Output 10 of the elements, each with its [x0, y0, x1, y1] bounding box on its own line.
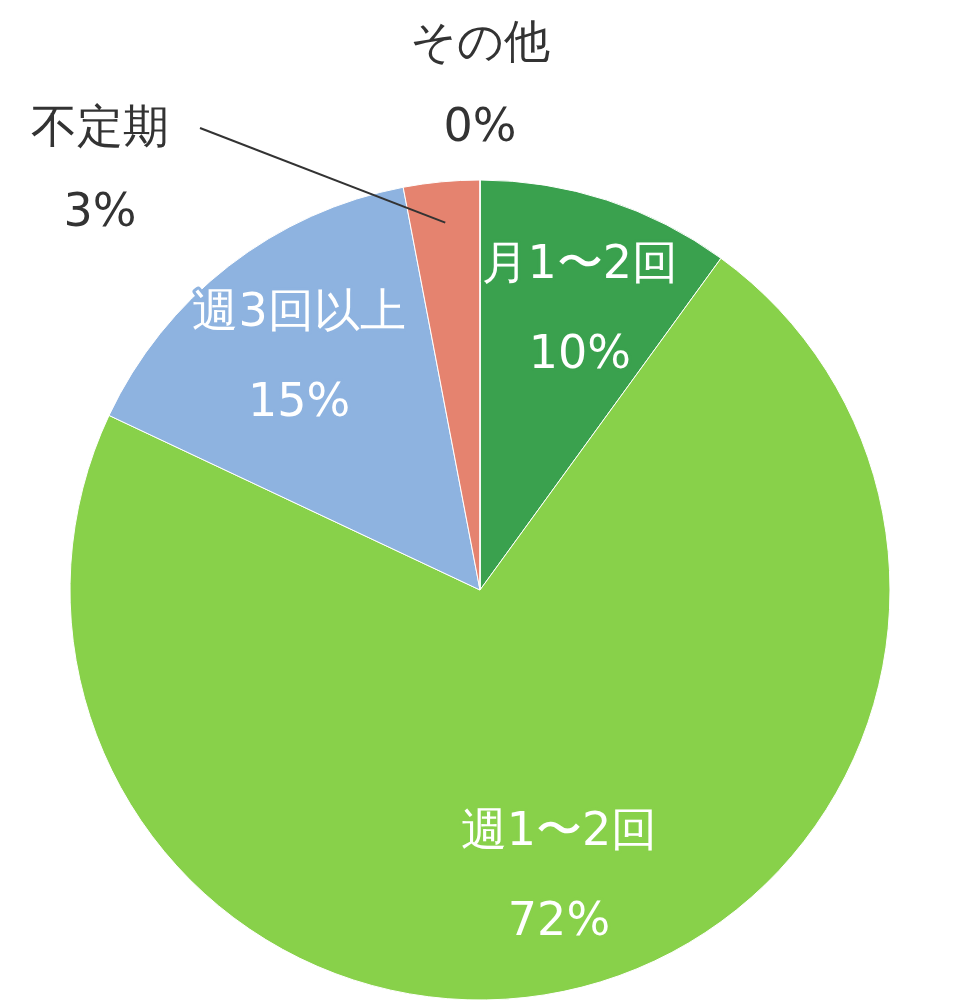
data-label: 72% [507, 891, 611, 946]
data-label: 10% [528, 325, 631, 380]
data-label: 15% [247, 372, 351, 427]
slice-label: 月1〜2回 [481, 235, 679, 290]
text: 0% [443, 98, 517, 152]
slice-label: 週3回以上 [192, 282, 406, 337]
data-label: 3% [63, 183, 137, 237]
category-label: その他 [410, 14, 550, 68]
slice-label: 週1〜2回 [460, 801, 658, 856]
slice-label: 不定期 [31, 99, 169, 153]
